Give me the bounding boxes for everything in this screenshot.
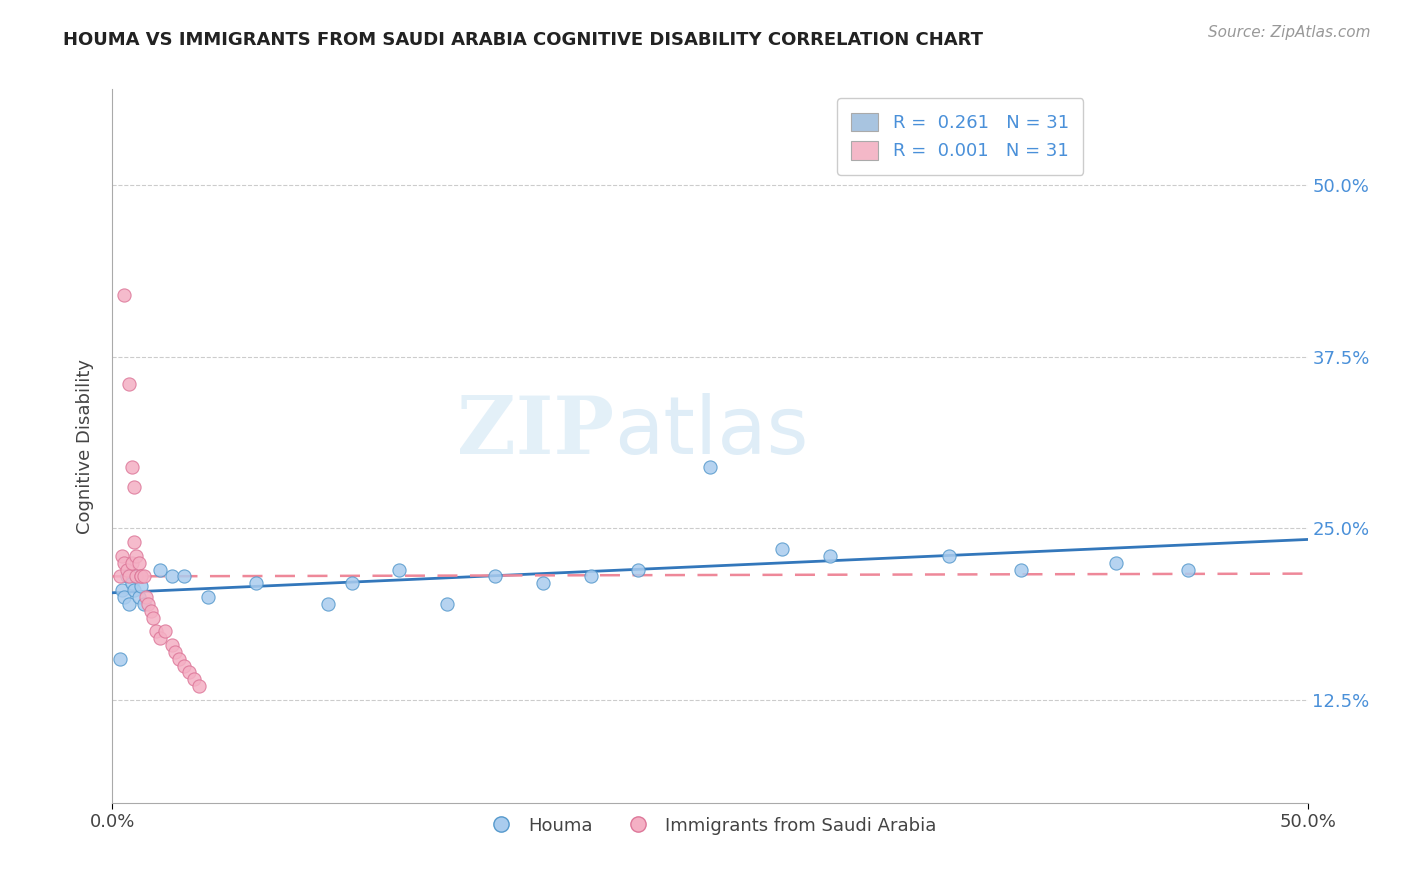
Point <box>132 597 155 611</box>
Text: Source: ZipAtlas.com: Source: ZipAtlas.com <box>1208 25 1371 40</box>
Point <box>128 556 150 570</box>
Point <box>139 604 162 618</box>
Point <box>183 673 205 687</box>
Point <box>125 549 148 563</box>
Text: HOUMA VS IMMIGRANTS FROM SAUDI ARABIA COGNITIVE DISABILITY CORRELATION CHART: HOUMA VS IMMIGRANTS FROM SAUDI ARABIA CO… <box>63 31 983 49</box>
Point <box>108 569 131 583</box>
Point <box>177 665 200 680</box>
Point <box>197 590 219 604</box>
Point <box>125 569 148 583</box>
Point <box>121 576 143 591</box>
Point <box>162 638 183 652</box>
Point <box>388 562 411 576</box>
Point <box>114 556 135 570</box>
Point <box>121 556 143 570</box>
Point <box>149 562 172 576</box>
Point <box>115 562 138 576</box>
Point <box>1010 562 1032 576</box>
Point <box>316 597 339 611</box>
Point <box>121 459 143 474</box>
Point <box>114 288 135 302</box>
Point <box>149 631 172 645</box>
Point <box>531 576 554 591</box>
Y-axis label: Cognitive Disability: Cognitive Disability <box>76 359 94 533</box>
Point <box>436 597 458 611</box>
Point <box>118 569 141 583</box>
Point <box>153 624 176 639</box>
Point <box>162 569 183 583</box>
Point <box>129 569 152 583</box>
Point <box>770 541 793 556</box>
Point <box>129 579 152 593</box>
Legend: Houma, Immigrants from Saudi Arabia: Houma, Immigrants from Saudi Arabia <box>474 807 946 844</box>
Point <box>484 569 506 583</box>
Text: ZIP: ZIP <box>457 392 614 471</box>
Point <box>173 658 195 673</box>
Point <box>111 583 134 598</box>
Point <box>138 597 160 611</box>
Point <box>627 562 650 576</box>
Point <box>187 679 209 693</box>
Point <box>142 610 165 624</box>
Point <box>128 590 150 604</box>
Point <box>114 590 135 604</box>
Point <box>163 645 186 659</box>
Point <box>118 377 141 392</box>
Point <box>340 576 363 591</box>
Point <box>122 480 145 494</box>
Point <box>118 597 141 611</box>
Point <box>111 549 134 563</box>
Text: atlas: atlas <box>614 392 808 471</box>
Point <box>245 576 267 591</box>
Point <box>122 583 145 598</box>
Point <box>1105 556 1128 570</box>
Point <box>125 569 148 583</box>
Point <box>169 651 191 665</box>
Point <box>699 459 721 474</box>
Point <box>173 569 195 583</box>
Point <box>135 590 157 604</box>
Point <box>938 549 960 563</box>
Point <box>115 569 138 583</box>
Point <box>132 569 155 583</box>
Point <box>818 549 841 563</box>
Point <box>1177 562 1199 576</box>
Point <box>122 535 145 549</box>
Point <box>579 569 602 583</box>
Point <box>108 651 131 665</box>
Point <box>145 624 167 639</box>
Point <box>129 569 152 583</box>
